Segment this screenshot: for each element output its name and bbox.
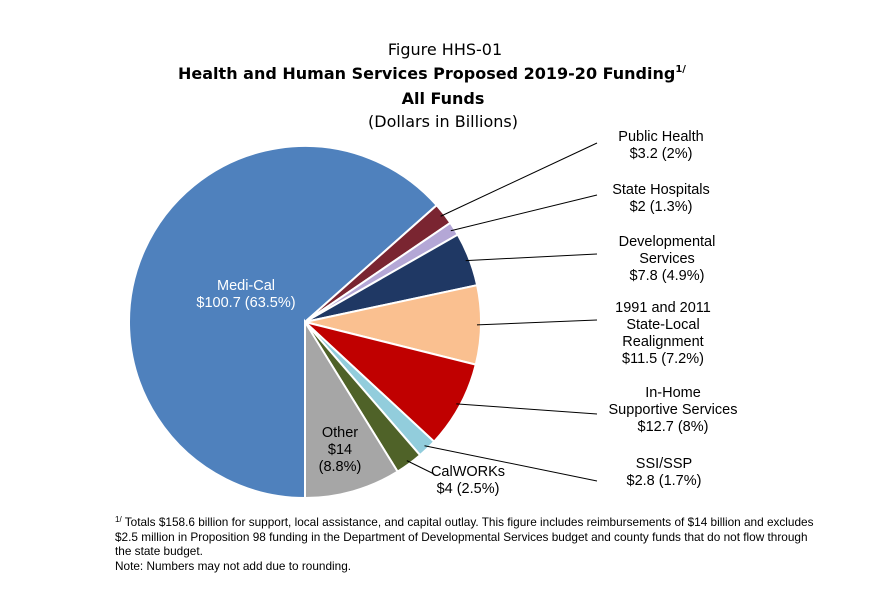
leader-line-developmental-services <box>465 253 598 262</box>
slice-label-line: (8.8%) <box>319 459 362 475</box>
pie-slices <box>128 145 482 500</box>
footnote-text: 1/ Totals $158.6 billion for support, lo… <box>115 513 815 559</box>
slice-labels: Medi-Cal $100.7 (63.5%) Public Health $3.2 … <box>196 129 737 497</box>
chart-subtitle: All Funds <box>402 89 485 108</box>
leader-line-realignment <box>476 319 598 326</box>
slice-label-public-health: Public Health $3.2 (2%) <box>618 129 703 162</box>
leader-line-ssi-ssp <box>424 445 598 482</box>
chart-title-superscript: 1/ <box>675 64 686 75</box>
leader-lines <box>406 142 598 482</box>
slice-label-line: 1991 and 2011 <box>615 300 711 316</box>
slice-label-calworks: CalWORKs $4 (2.5%) <box>431 464 505 497</box>
slice-label-line: $4 (2.5%) <box>437 481 500 497</box>
slice-label-state-hospitals: State Hospitals $2 (1.3%) <box>612 182 710 215</box>
footnote-marker: 1/ <box>115 515 122 524</box>
figure-label: Figure HHS-01 <box>388 40 502 59</box>
slice-label-developmental-services: Developmental Services $7.8 (4.9%) <box>619 234 716 284</box>
pie-slice-other <box>304 318 400 500</box>
slice-label-line: Medi-Cal <box>217 278 275 294</box>
pie-chart: Figure HHS-01 Health and Human Services … <box>128 40 737 500</box>
footnote: 1/ Totals $158.6 billion for support, lo… <box>115 513 815 573</box>
slice-label-line: $12.7 (8%) <box>638 419 709 435</box>
slice-label-line: $2.8 (1.7%) <box>627 473 702 489</box>
chart-title: Health and Human Services Proposed 2019-… <box>178 64 686 83</box>
leader-line-state-hospitals <box>450 194 598 232</box>
slice-label-line: $11.5 (7.2%) <box>622 351 704 367</box>
slice-label-ssi-ssp: SSI/SSP $2.8 (1.7%) <box>627 456 702 489</box>
pie-slice-medi-cal <box>128 145 439 500</box>
slice-label-line: Services <box>639 251 695 267</box>
slice-label-ihss: In-Home Supportive Services $12.7 (8%) <box>609 385 738 435</box>
slice-label-realignment: 1991 and 2011 State-Local Realignment $11.5… <box>615 300 711 367</box>
slice-label-line: In-Home <box>645 385 701 401</box>
chart-title-text: Health and Human Services Proposed 2019-… <box>178 64 675 83</box>
slice-label-line: Supportive Services <box>609 402 738 418</box>
slice-label-line: $100.7 (63.5%) <box>196 295 295 311</box>
pie-slice-ihss <box>304 321 477 444</box>
slice-label-line: Realignment <box>622 334 703 350</box>
leader-line-ihss <box>456 403 598 415</box>
footnote-note: Note: Numbers may not add due to roundin… <box>115 558 352 573</box>
slice-label-line: State-Local <box>626 317 699 333</box>
slice-label-line: SSI/SSP <box>636 456 692 472</box>
footnote-body: Totals $158.6 billion for support, local… <box>115 515 814 558</box>
slice-label-line: Developmental <box>619 234 716 250</box>
slice-label-line: CalWORKs <box>431 464 505 480</box>
slice-label-medi-cal: Medi-Cal $100.7 (63.5%) <box>196 278 295 311</box>
slice-label-line: State Hospitals <box>612 182 710 198</box>
leader-line-calworks <box>406 460 435 475</box>
chart-units: (Dollars in Billions) <box>368 112 518 131</box>
leader-line-public-health <box>440 142 598 217</box>
slice-label-line: $3.2 (2%) <box>630 146 693 162</box>
slice-label-line: Public Health <box>618 129 703 145</box>
slice-label-line: $7.8 (4.9%) <box>630 268 705 284</box>
slice-label-line: $14 <box>328 442 352 458</box>
slice-label-line: $2 (1.3%) <box>630 199 693 215</box>
slice-label-line: Other <box>322 425 358 441</box>
slice-label-other: Other $14 (8.8%) <box>319 425 362 475</box>
